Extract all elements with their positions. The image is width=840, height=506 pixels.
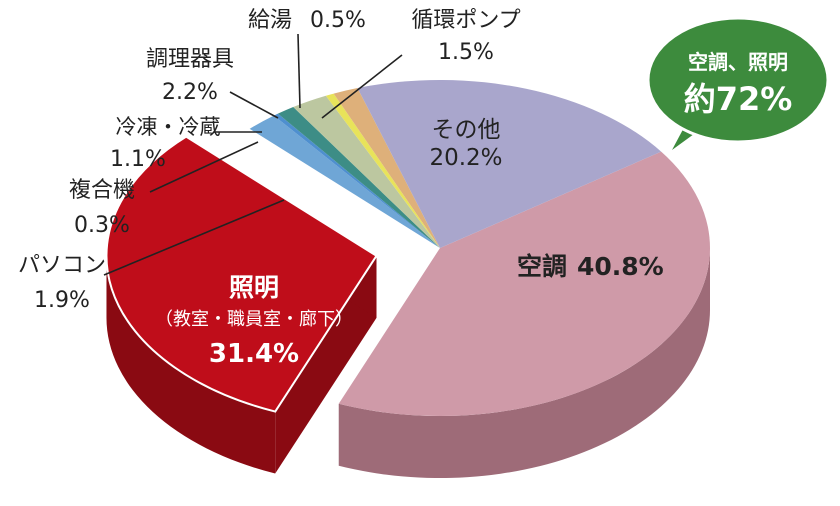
label-hotwater-value: 0.5% — [310, 8, 366, 33]
label-lighting-sub: （教室・職員室・廊下） — [155, 309, 353, 330]
pie-tops — [105, 80, 710, 416]
slice-hotwater — [325, 93, 440, 248]
slice-lighting — [105, 135, 378, 413]
label-copier-name: 複合機 — [69, 178, 135, 203]
label-lighting-value: 31.4% — [209, 339, 299, 369]
label-copier-value: 0.3% — [74, 213, 130, 238]
slice-side-lighting — [106, 255, 276, 474]
leader-pc — [103, 199, 285, 276]
label-aircon: 空調 — [517, 252, 567, 281]
label-fridge-name: 冷凍・冷蔵 — [116, 115, 221, 139]
callout-bubble: 空調、照明 約72% — [646, 16, 830, 150]
label-pump-value: 1.5% — [438, 40, 494, 65]
leader-copier — [149, 141, 259, 193]
label-other-name: その他 — [432, 117, 501, 143]
slice-aircon — [338, 151, 710, 416]
slice-cut-lighting-0 — [275, 255, 377, 474]
slice-copier — [273, 113, 440, 248]
slice-side-aircon — [338, 248, 710, 478]
label-pc-name: パソコン — [18, 253, 106, 278]
label-other-value: 20.2% — [429, 145, 502, 171]
label-pump-name: 循環ポンプ — [411, 8, 520, 33]
slice-pump — [333, 88, 440, 249]
label-lighting-name: 照明 — [229, 273, 279, 302]
callout-ellipse — [646, 16, 830, 144]
label-pc-value: 1.9% — [34, 288, 90, 313]
label-cooking-name: 調理器具 — [146, 47, 234, 72]
label-fridge-value: 1.1% — [110, 147, 166, 172]
label-hotwater-name: 給湯 — [248, 8, 292, 33]
label-cooking-value: 2.2% — [162, 80, 218, 105]
label-aircon-value: 40.8% — [577, 252, 664, 281]
slice-pc — [249, 115, 440, 248]
callout-line1: 空調、照明 — [688, 50, 788, 74]
leader-pump — [321, 54, 403, 119]
slice-cooking — [293, 95, 440, 248]
leader-lines — [103, 33, 403, 276]
slice-other — [357, 80, 662, 248]
leader-cooking — [229, 91, 279, 119]
slice-fridge — [277, 106, 440, 248]
leader-hotwater — [297, 33, 301, 109]
callout-line2: 約72% — [684, 80, 793, 118]
